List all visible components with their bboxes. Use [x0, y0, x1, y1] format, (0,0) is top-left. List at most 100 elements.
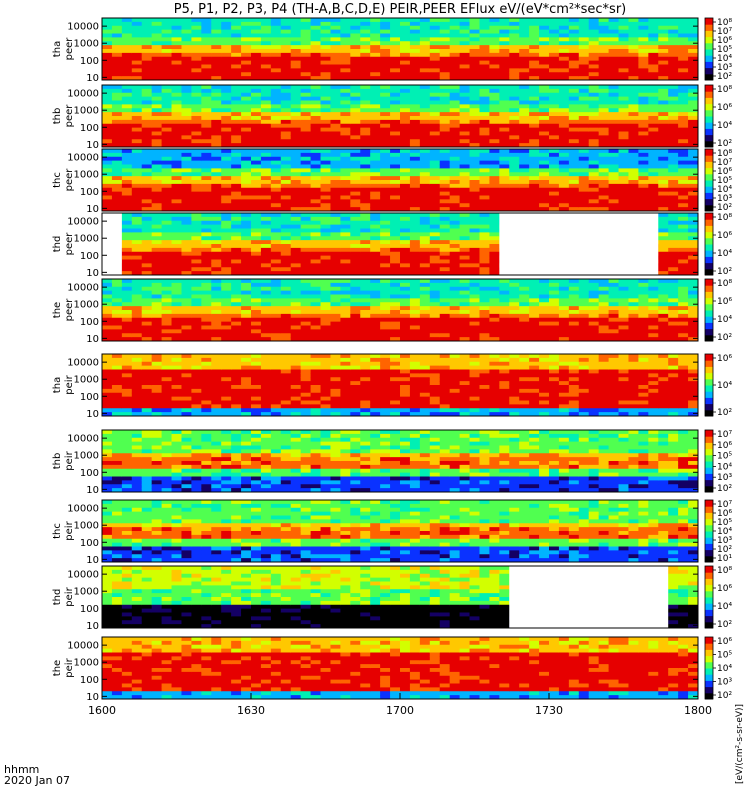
heat-cell: [380, 199, 391, 204]
heat-cell: [678, 187, 689, 193]
heat-cell: [509, 180, 520, 185]
heat-cell: [191, 321, 202, 327]
heat-cell: [598, 25, 610, 31]
heat-cell: [658, 213, 669, 218]
heat-cell: [241, 85, 252, 90]
heat-cell: [479, 255, 490, 261]
heat-cell: [330, 104, 341, 109]
heat-cell: [648, 104, 659, 109]
heat-cell: [141, 329, 153, 334]
heat-cell: [320, 191, 332, 197]
heat-cell: [102, 56, 113, 62]
heat-cell: [469, 224, 481, 230]
heat-cell: [211, 37, 222, 42]
heat-cell: [102, 160, 113, 166]
heat-cell: [181, 64, 192, 69]
heat-cell: [509, 33, 520, 38]
heat-cell: [360, 244, 371, 249]
heat-cell: [191, 251, 202, 257]
heat-cell: [111, 143, 123, 147]
heat-cell: [539, 116, 550, 121]
heat-cell: [489, 76, 500, 80]
heat-cell: [131, 191, 143, 197]
heat-cell: [241, 21, 252, 27]
heat-cell: [529, 152, 540, 158]
heat-cell: [429, 33, 441, 38]
heat-cell: [688, 104, 698, 109]
heat-cell: [191, 325, 202, 330]
heat-cell: [191, 333, 202, 338]
heat-cell: [578, 18, 590, 23]
heat-cell: [111, 41, 123, 46]
heat-cell: [111, 64, 123, 69]
heat-cell: [141, 306, 153, 311]
heat-cell: [499, 131, 510, 136]
heat-cell: [370, 294, 381, 299]
heat-cell: [131, 306, 143, 311]
heat-cell: [131, 321, 143, 327]
heat-cell: [588, 149, 600, 154]
heat-cell: [638, 104, 649, 109]
heat-cell: [479, 302, 490, 307]
heat-cell: [151, 143, 163, 147]
heat-cell: [330, 29, 341, 35]
heat-cell: [211, 68, 222, 73]
heat-cell: [280, 224, 292, 230]
heat-cell: [330, 172, 341, 177]
heat-cell: [102, 135, 113, 140]
heat-cell: [251, 85, 262, 90]
heat-cell: [380, 100, 391, 105]
colorbar-tick-label: 10²: [717, 333, 732, 343]
heat-cell: [539, 96, 550, 102]
heat-cell: [499, 104, 510, 109]
heat-cell: [201, 119, 212, 125]
heat-cell: [201, 216, 212, 222]
heat-cell: [131, 37, 143, 42]
heat-cell: [290, 100, 302, 105]
heat-cell: [300, 18, 312, 23]
colorbar-segment: [705, 225, 713, 233]
heat-cell: [260, 85, 272, 90]
heat-cell: [598, 108, 610, 113]
heat-cell: [241, 72, 252, 77]
heat-cell: [489, 60, 500, 66]
heat-cell: [400, 119, 411, 125]
heat-cell: [121, 187, 133, 193]
heat-cell: [568, 180, 580, 185]
heat-cell: [360, 76, 371, 80]
heat-cell: [439, 228, 451, 233]
heat-cell: [171, 199, 183, 204]
y-tick-label: 100: [80, 251, 99, 262]
heat-cell: [638, 168, 649, 173]
heat-cell: [558, 56, 570, 62]
heat-cell: [608, 333, 620, 338]
heat-cell: [300, 224, 312, 230]
heat-cell: [340, 135, 351, 140]
heat-cell: [439, 123, 451, 129]
heat-cell: [578, 156, 590, 162]
heat-cell: [429, 207, 441, 211]
heat-cell: [350, 313, 361, 319]
heat-cell: [350, 119, 361, 125]
heat-cell: [549, 152, 560, 158]
heat-cell: [489, 104, 500, 109]
heat-cell: [419, 156, 431, 162]
heat-cell: [350, 56, 361, 62]
heat-cell: [409, 72, 421, 77]
heat-cell: [400, 247, 411, 253]
heat-cell: [330, 236, 341, 241]
heat-cell: [350, 164, 361, 169]
heat-cell: [251, 244, 262, 249]
heat-cell: [648, 143, 659, 147]
heat-cell: [568, 96, 580, 102]
heat-cell: [181, 244, 192, 249]
heat-cell: [409, 180, 421, 185]
heat-cell: [549, 286, 560, 292]
heat-cell: [628, 60, 639, 66]
heat-cell: [409, 52, 421, 58]
heat-cell: [300, 119, 312, 125]
heat-cell: [400, 152, 411, 158]
heat-cell: [618, 310, 630, 315]
heat-cell: [370, 112, 381, 117]
heat-cell: [320, 321, 332, 327]
